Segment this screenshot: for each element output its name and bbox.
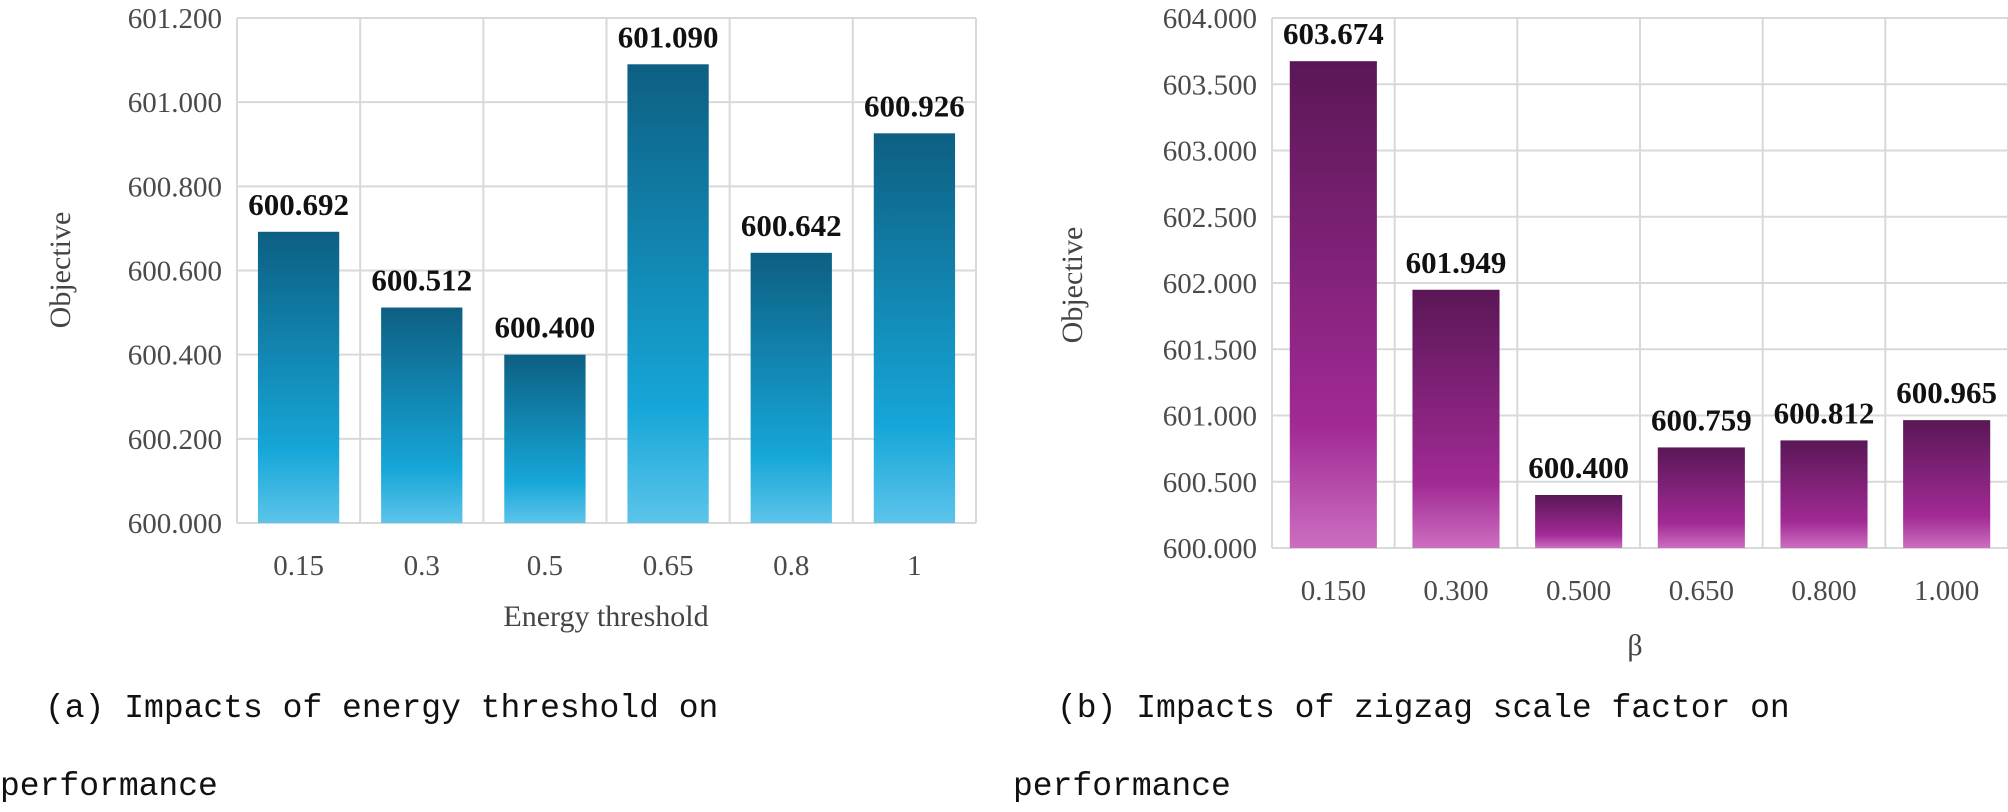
y-tick-label: 601.000 (1163, 401, 1257, 433)
y-tick-label: 601.000 (128, 87, 222, 119)
x-tick-label: 0.65 (643, 550, 694, 582)
x-tick-label: 0.150 (1301, 575, 1366, 607)
data-label: 603.674 (1283, 16, 1384, 51)
data-label: 601.090 (618, 19, 719, 54)
bar (1657, 447, 1745, 548)
bar (1780, 440, 1868, 548)
data-label: 600.812 (1774, 395, 1875, 430)
caption-a-line-2: performance (0, 768, 218, 805)
x-tick-label: 1.000 (1914, 575, 1979, 607)
y-tick-label: 600.400 (128, 340, 222, 372)
y-tick-label: 602.500 (1163, 202, 1257, 234)
bar (873, 133, 956, 523)
y-tick-label: 601.200 (128, 3, 222, 35)
data-label: 600.926 (864, 88, 965, 123)
caption-b-line-1: (b) Impacts of zigzag scale factor on (1057, 690, 1790, 727)
data-label: 600.692 (248, 187, 349, 222)
y-tick-label: 600.000 (128, 508, 222, 540)
bar (504, 354, 586, 523)
y-tick-label: 603.000 (1163, 136, 1257, 168)
x-axis-title: Energy threshold (503, 600, 708, 633)
data-label: 600.759 (1651, 402, 1752, 437)
y-tick-label: 600.200 (128, 424, 222, 456)
bar (750, 252, 832, 523)
data-label: 600.642 (741, 208, 842, 243)
x-tick-label: 0.8 (773, 550, 809, 582)
y-axis-title: Objective (1056, 227, 1089, 344)
x-tick-label: 0.650 (1669, 575, 1734, 607)
y-tick-label: 604.000 (1163, 3, 1257, 35)
y-tick-label: 600.600 (128, 256, 222, 288)
x-axis-title: β (1627, 629, 1642, 662)
data-label: 600.512 (371, 263, 472, 298)
bar (1289, 61, 1377, 548)
bar (381, 307, 463, 523)
bar (1535, 495, 1623, 548)
y-tick-label: 603.500 (1163, 69, 1257, 101)
x-tick-label: 0.800 (1791, 575, 1856, 607)
data-label: 600.965 (1896, 375, 1997, 410)
bar (1412, 289, 1500, 548)
x-tick-label: 0.500 (1546, 575, 1611, 607)
y-tick-label: 601.500 (1163, 334, 1257, 366)
y-tick-label: 600.800 (128, 171, 222, 203)
x-tick-label: 0.15 (273, 550, 324, 582)
y-tick-label: 602.000 (1163, 268, 1257, 300)
data-label: 600.400 (1528, 450, 1629, 485)
caption-a-line-1: (a) Impacts of energy threshold on (45, 690, 718, 727)
caption-b-line-2: performance (1013, 768, 1231, 805)
chart-a: 600.000 600.200 600.400 600.600 600.800 601.0… (44, 3, 977, 633)
bar (627, 64, 709, 524)
y-axis-title: Objective (44, 212, 77, 329)
x-tick-label: 0.3 (404, 550, 440, 582)
data-label: 600.400 (495, 310, 596, 345)
y-tick-label: 600.500 (1163, 467, 1257, 499)
chart-b: 600.000 600.500 601.000 601.500 602.000 602.5… (1056, 3, 2008, 662)
data-label: 601.949 (1406, 245, 1507, 280)
x-tick-label: 0.300 (1423, 575, 1488, 607)
y-tick-label: 600.000 (1163, 533, 1257, 565)
bar (257, 231, 340, 524)
x-tick-label: 0.5 (527, 550, 563, 582)
x-tick-label: 1 (907, 550, 922, 582)
bar (1903, 420, 1991, 548)
